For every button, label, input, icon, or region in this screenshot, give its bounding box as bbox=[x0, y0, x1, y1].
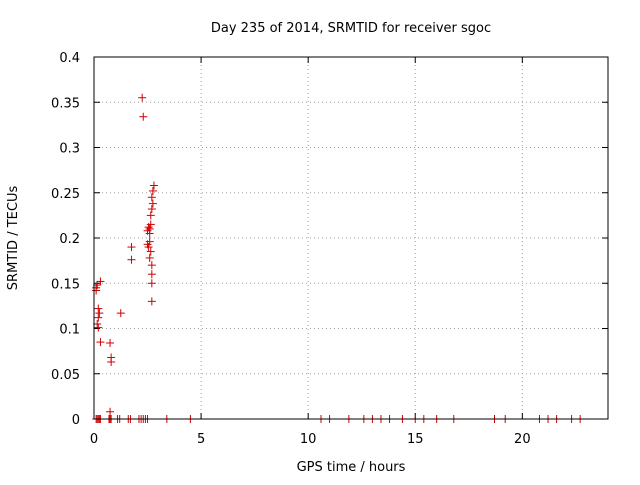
x-tick-label: 20 bbox=[514, 432, 531, 447]
data-point bbox=[147, 205, 156, 214]
data-point bbox=[94, 313, 103, 322]
data-point bbox=[95, 309, 104, 318]
data-point bbox=[147, 270, 156, 279]
x-tick-label: 5 bbox=[197, 432, 205, 447]
x-tick-label: 15 bbox=[407, 432, 424, 447]
data-point bbox=[116, 309, 125, 318]
y-tick-label: 0.3 bbox=[59, 142, 80, 157]
data-point bbox=[106, 338, 115, 347]
data-point bbox=[146, 247, 155, 256]
data-point bbox=[106, 407, 115, 416]
data-point bbox=[145, 224, 154, 233]
x-axis-label: GPS time / hours bbox=[297, 460, 406, 475]
y-tick-label: 0.4 bbox=[59, 51, 80, 66]
chart-title: Day 235 of 2014, SRMTID for receiver sgo… bbox=[211, 21, 491, 36]
data-point bbox=[148, 186, 157, 195]
data-point bbox=[146, 211, 155, 220]
data-point bbox=[107, 357, 116, 366]
data-point bbox=[94, 323, 103, 332]
data-point bbox=[127, 255, 136, 264]
data-point bbox=[96, 338, 105, 347]
data-point bbox=[93, 281, 102, 290]
x-tick-labels: 0 5 10 15 20 bbox=[90, 432, 531, 447]
y-tick-label: 0.1 bbox=[59, 323, 80, 338]
y-tick-label: 0 bbox=[72, 413, 80, 428]
data-point bbox=[147, 261, 156, 270]
data-point bbox=[147, 279, 156, 288]
x-tick-label: 0 bbox=[90, 432, 98, 447]
y-tick-labels: 0 0.05 0.1 0.15 0.2 0.25 0.3 0.35 0.4 bbox=[51, 51, 80, 428]
data-point bbox=[148, 199, 157, 208]
y-tick-label: 0.05 bbox=[51, 368, 80, 383]
y-tick-label: 0.15 bbox=[51, 277, 80, 292]
data-point bbox=[147, 193, 156, 202]
data-point bbox=[93, 319, 102, 328]
y-axis-label: SRMTID / TECUs bbox=[6, 186, 21, 291]
x-tick-label: 10 bbox=[300, 432, 317, 447]
y-tick-label: 0.35 bbox=[51, 96, 80, 111]
data-point bbox=[143, 240, 152, 249]
data-point bbox=[96, 277, 105, 286]
data-point bbox=[94, 304, 103, 313]
data-point bbox=[149, 181, 158, 190]
plot-frame bbox=[93, 56, 609, 420]
grid bbox=[94, 57, 608, 419]
data-point bbox=[127, 243, 136, 252]
data-point bbox=[138, 93, 147, 102]
data-point bbox=[145, 253, 154, 262]
data-point bbox=[146, 220, 155, 229]
data-point bbox=[139, 112, 148, 121]
y-tick-label: 0.25 bbox=[51, 187, 80, 202]
data-point bbox=[147, 297, 156, 306]
y-tick-label: 0.2 bbox=[59, 232, 80, 247]
